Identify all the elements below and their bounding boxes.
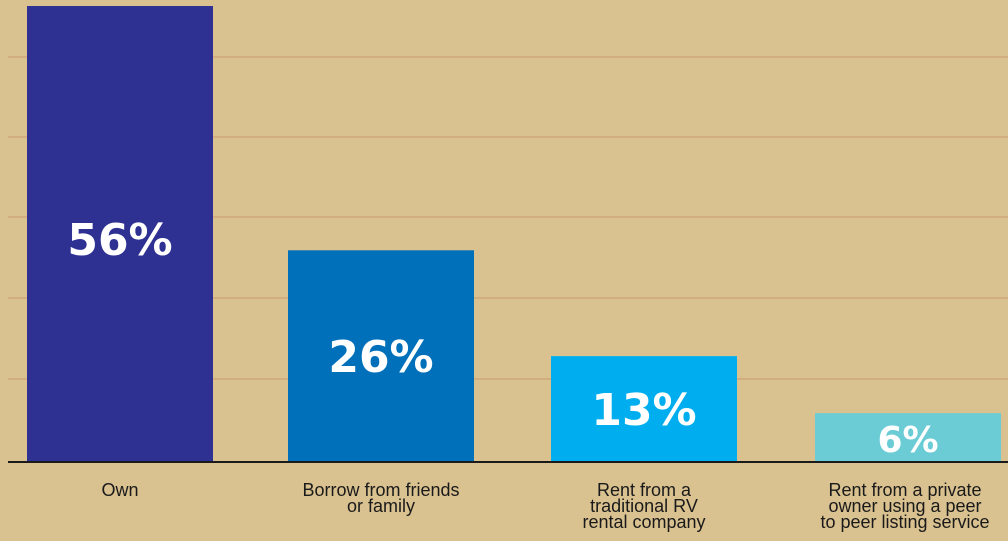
- value-label-3: 13%: [591, 385, 696, 436]
- category-label-4-line-3: to peer listing service: [820, 512, 989, 532]
- category-label-2: Borrow from friends or family: [302, 480, 459, 516]
- category-label-1-line-1: Own: [101, 480, 138, 500]
- value-label-2: 26%: [328, 332, 433, 383]
- category-labels: Own Borrow from friends or family Rent from…: [101, 480, 989, 532]
- category-label-2-line-2: or family: [347, 496, 415, 516]
- bar-4: [815, 413, 1001, 462]
- value-label-1: 56%: [67, 215, 172, 266]
- value-label-4: 6%: [877, 420, 938, 461]
- category-label-2-line-1: Borrow from friends: [302, 480, 459, 500]
- bars: 56% 26% 13% 6%: [27, 6, 1001, 462]
- bar-1: [27, 6, 213, 462]
- bar-3: [551, 356, 737, 462]
- category-label-3-line-1: Rent from a: [597, 480, 692, 500]
- category-label-3-line-3: rental company: [582, 512, 705, 532]
- category-label-3-line-2: traditional RV: [590, 496, 698, 516]
- bar-2: [288, 250, 474, 462]
- category-label-3: Rent from a traditional RV rental company: [582, 480, 705, 532]
- category-label-4-line-1: Rent from a private: [828, 480, 981, 500]
- category-label-4-line-2: owner using a peer: [828, 496, 981, 516]
- category-label-1: Own: [101, 480, 138, 500]
- category-label-4: Rent from a private owner using a peer to …: [820, 480, 989, 532]
